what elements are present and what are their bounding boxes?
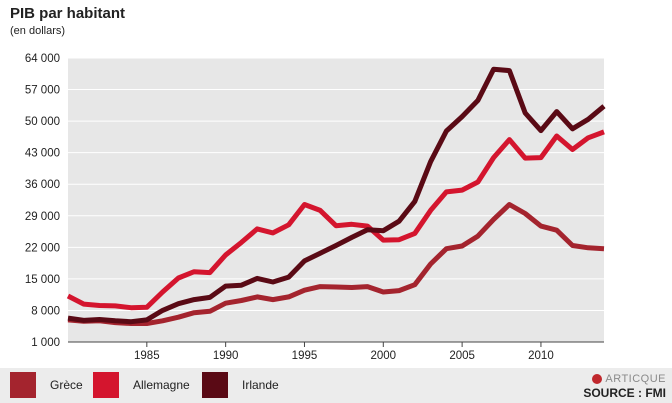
legend-swatch-grece (10, 372, 36, 398)
y-tick-label: 57 000 (25, 85, 60, 97)
legend-label-irlande: Irlande (242, 378, 279, 392)
articque-logo-icon (592, 374, 603, 384)
y-tick-label: 50 000 (25, 116, 60, 128)
legend-label-grece: Grèce (50, 378, 83, 392)
series-line-allemagne (66, 129, 605, 311)
legend-label-allemagne: Allemagne (133, 378, 190, 392)
series-lines (66, 66, 606, 326)
series-line-irlande (67, 66, 606, 325)
chart-subtitle: (en dollars) (10, 25, 66, 37)
y-tick-label: 1 000 (31, 337, 60, 349)
y-tick-label: 29 000 (25, 211, 60, 223)
y-tick-label: 36 000 (25, 179, 60, 191)
legend: Grèce Allemagne Irlande (0, 368, 672, 403)
x-tick-label: 1985 (134, 350, 160, 362)
grid-lines (68, 57, 604, 311)
line-chart: 1985 1990 1995 2000 2005 2010 1 000 8 000 15 00… (25, 53, 606, 362)
legend-swatch-allemagne (93, 372, 119, 398)
x-axis: 1985 1990 1995 2000 2005 2010 (68, 341, 604, 362)
chart-title: PIB par habitant (10, 5, 126, 22)
legend-item-irlande: Irlande (202, 371, 279, 399)
y-tick-label: 64 000 (25, 53, 60, 65)
series-line-grece (67, 202, 605, 326)
x-tick-label: 1990 (213, 350, 239, 362)
legend-item-grece: Grèce (10, 371, 83, 399)
y-axis: 1 000 8 000 15 000 22 000 29 000 36 000 43 000… (25, 53, 60, 349)
y-tick-label: 8 000 (31, 305, 60, 317)
brand-name: ARTICQUE (605, 373, 666, 385)
y-tick-label: 15 000 (25, 274, 60, 286)
y-tick-label: 43 000 (25, 148, 60, 160)
brand-logo: ARTICQUE SOURCE : FMI (583, 373, 666, 400)
plot-background (68, 58, 604, 342)
x-tick-label: 2000 (370, 350, 396, 362)
y-tick-label: 22 000 (25, 242, 60, 254)
legend-item-allemagne: Allemagne (93, 371, 190, 399)
x-tick-label: 1995 (292, 350, 318, 362)
source-label: SOURCE : FMI (583, 386, 666, 400)
x-tick-label: 2005 (449, 350, 475, 362)
legend-swatch-irlande (202, 372, 228, 398)
x-tick-label: 2010 (528, 350, 554, 362)
